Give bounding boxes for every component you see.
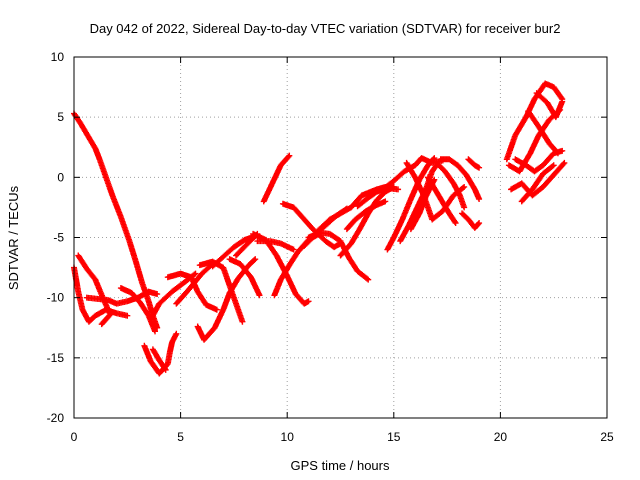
series-markers bbox=[518, 162, 557, 205]
series-arc-42 bbox=[525, 108, 561, 157]
series-markers bbox=[459, 210, 483, 231]
y-tick-label: -5 bbox=[53, 231, 64, 245]
series-markers bbox=[465, 156, 483, 171]
x-tick-label: 10 bbox=[281, 430, 295, 444]
series-arc-41 bbox=[518, 162, 557, 205]
series-markers bbox=[149, 346, 169, 373]
y-tick-label: 10 bbox=[51, 50, 65, 64]
y-tick-label: -20 bbox=[47, 411, 65, 425]
series-arc-6 bbox=[141, 330, 180, 377]
data-series bbox=[71, 80, 568, 377]
series-arc-36 bbox=[465, 156, 483, 171]
series-markers bbox=[75, 252, 114, 328]
series-arc-15 bbox=[226, 256, 263, 299]
series-markers bbox=[343, 198, 389, 233]
series-arc-43 bbox=[533, 90, 566, 121]
series-arc-7 bbox=[149, 346, 169, 373]
series-markers bbox=[254, 238, 297, 253]
y-axis-label: SDTVAR / TECUs bbox=[6, 185, 21, 290]
series-markers bbox=[403, 159, 468, 223]
series-markers bbox=[437, 156, 483, 202]
series-arc-31 bbox=[403, 159, 468, 223]
x-tick-label: 5 bbox=[177, 430, 184, 444]
x-tick-label: 15 bbox=[387, 430, 401, 444]
x-axis-label: GPS time / hours bbox=[291, 458, 390, 473]
y-tick-label: -15 bbox=[47, 351, 65, 365]
series-arc-3 bbox=[75, 252, 114, 328]
series-markers bbox=[173, 260, 216, 307]
series-arc-25 bbox=[343, 198, 389, 233]
x-tick-label: 20 bbox=[494, 430, 508, 444]
series-markers bbox=[260, 152, 293, 205]
y-tick-label: 0 bbox=[57, 170, 64, 184]
series-markers bbox=[525, 108, 561, 157]
series-markers bbox=[533, 90, 566, 121]
series-markers bbox=[433, 159, 468, 211]
y-tick-label: -10 bbox=[47, 291, 65, 305]
x-tick-label: 25 bbox=[600, 430, 614, 444]
series-markers bbox=[141, 330, 180, 377]
axis-ticks: 0 5 10 15 20 25 -20 -15 -10 -5 0 5 10 bbox=[47, 50, 614, 444]
x-tick-label: 0 bbox=[71, 430, 78, 444]
series-arc-34 bbox=[437, 156, 483, 202]
series-arc-19 bbox=[260, 152, 293, 205]
series-arc-35 bbox=[459, 210, 483, 231]
series-markers bbox=[424, 174, 459, 227]
y-tick-label: 5 bbox=[57, 110, 64, 124]
series-arc-20 bbox=[279, 200, 344, 251]
series-markers bbox=[279, 200, 344, 251]
series-arc-17 bbox=[254, 238, 297, 253]
grid bbox=[74, 57, 607, 418]
series-markers bbox=[226, 256, 263, 299]
series-arc-32 bbox=[424, 174, 459, 227]
series-arc-12 bbox=[173, 260, 216, 307]
chart-title: Day 042 of 2022, Sidereal Day-to-day VTE… bbox=[90, 21, 561, 36]
series-arc-33 bbox=[433, 159, 468, 211]
